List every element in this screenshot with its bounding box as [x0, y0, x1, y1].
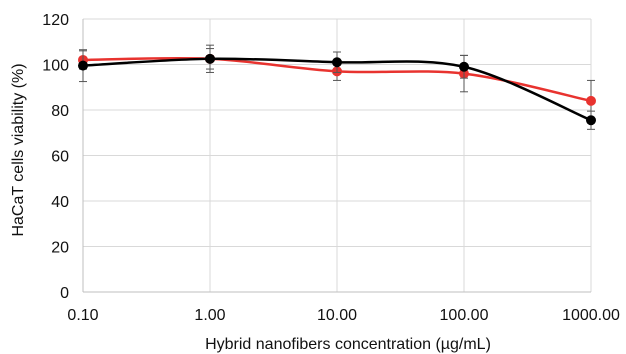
tick-labels: 0 20 40 60 80 100 120 0.10 1.00 10.00 100.00 1000.0…: [42, 12, 620, 324]
data-series: [78, 44, 596, 130]
data-point: [205, 53, 215, 64]
x-tick-label: 10.00: [317, 307, 357, 324]
y-tick-label: 120: [42, 12, 69, 29]
y-tick-label: 0: [60, 285, 69, 302]
x-tick-label: 1.00: [194, 307, 225, 324]
x-tick-label: 0.10: [67, 307, 98, 324]
data-point: [78, 60, 88, 71]
series-2: [78, 48, 596, 130]
x-tick-label: 100.00: [440, 307, 489, 324]
data-point: [586, 95, 596, 106]
data-point: [332, 57, 342, 68]
data-point: [459, 61, 469, 72]
y-axis-title: HaCaT cells viability (%): [10, 63, 27, 236]
x-tick-label: 1000.00: [562, 307, 620, 324]
y-tick-label: 60: [51, 149, 69, 166]
y-tick-label: 80: [51, 103, 69, 120]
data-point: [586, 115, 596, 126]
y-tick-label: 40: [51, 194, 69, 211]
x-axis-title: Hybrid nanofibers concentration (µg/mL): [205, 336, 491, 353]
y-tick-label: 100: [42, 58, 69, 75]
y-tick-label: 20: [51, 240, 69, 257]
